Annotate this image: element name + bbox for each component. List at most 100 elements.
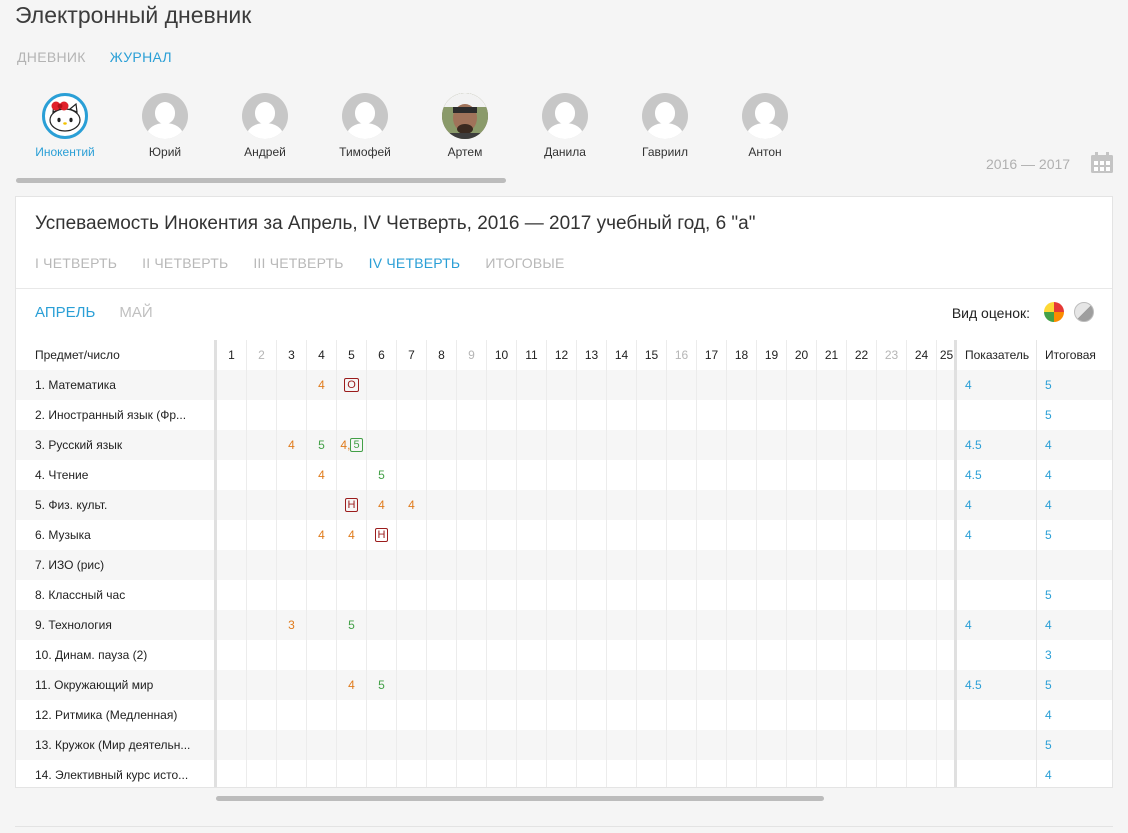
subject-name[interactable]: 6. Музыка [35,528,91,542]
grade-cell[interactable] [876,460,906,490]
grade-cell[interactable] [696,610,726,640]
grade-cell[interactable] [516,520,546,550]
grade-cell[interactable] [576,610,606,640]
grade-cell[interactable] [396,700,426,730]
grade-cell[interactable] [216,670,246,700]
grade-cell[interactable] [576,520,606,550]
grade-cell[interactable] [396,640,426,670]
grade-cell[interactable] [606,580,636,610]
day-header[interactable]: 11 [516,340,546,370]
grade-mark[interactable]: 5 [348,618,355,632]
grade-cell[interactable] [216,460,246,490]
grade-cell[interactable] [846,370,876,400]
grade-cell[interactable] [906,700,936,730]
day-header[interactable]: 21 [816,340,846,370]
day-header[interactable]: 23 [876,340,906,370]
grade-cell[interactable] [426,490,456,520]
grade-cell[interactable] [516,460,546,490]
grade-cell[interactable] [546,580,576,610]
grade-cell[interactable] [936,640,956,670]
grade-cell[interactable] [546,460,576,490]
grade-cell[interactable] [906,730,936,760]
grade-cell[interactable] [426,760,456,787]
grade-cell[interactable] [606,400,636,430]
grade-cell[interactable] [666,460,696,490]
grade-cell[interactable] [606,760,636,787]
grade-cell[interactable] [576,670,606,700]
grade-cell[interactable] [816,490,846,520]
grade-cell[interactable] [396,430,426,460]
grade-cell[interactable] [366,430,396,460]
grade-cell[interactable] [906,550,936,580]
grade-cell[interactable] [486,580,516,610]
grade-cell[interactable] [696,670,726,700]
grade-cell[interactable] [426,610,456,640]
grade-cell[interactable] [276,400,306,430]
final-grade-value[interactable]: 5 [1036,370,1112,400]
grade-cell[interactable] [906,670,936,700]
grade-cell[interactable] [516,490,546,520]
grade-cell[interactable] [606,430,636,460]
subject-name[interactable]: 7. ИЗО (рис) [35,558,105,572]
grade-cell[interactable] [726,730,756,760]
grade-cell[interactable] [666,580,696,610]
grade-cell[interactable]: 4 [336,520,366,550]
grade-mark-boxed[interactable]: 5 [350,438,363,452]
grade-cell[interactable] [696,370,726,400]
grade-cell[interactable] [576,490,606,520]
grade-cell[interactable] [756,520,786,550]
subject-name[interactable]: 5. Физ. культ. [35,498,108,512]
grade-cell[interactable] [636,580,666,610]
grade-cell[interactable] [816,640,846,670]
grade-cell[interactable] [726,400,756,430]
grade-cell[interactable] [846,550,876,580]
grade-cell[interactable] [816,700,846,730]
grade-cell[interactable] [216,370,246,400]
final-grade-value[interactable]: 3 [1036,640,1112,670]
grade-cell[interactable] [486,670,516,700]
grade-cell[interactable] [246,490,276,520]
grade-cell[interactable] [456,550,486,580]
grade-cell[interactable] [486,430,516,460]
day-header[interactable]: 4 [306,340,336,370]
grade-cell[interactable] [666,400,696,430]
grade-cell[interactable] [306,730,336,760]
final-grade-value[interactable]: 4 [1036,700,1112,730]
grade-cell[interactable] [486,700,516,730]
grade-cell[interactable] [846,610,876,640]
grade-mark[interactable]: 5 [318,438,325,452]
grade-cell[interactable] [516,610,546,640]
grade-mark[interactable]: 4 [408,498,415,512]
grade-cell[interactable] [936,730,956,760]
grade-cell[interactable] [906,580,936,610]
grade-cell[interactable] [846,490,876,520]
grade-cell[interactable] [906,400,936,430]
grade-cell[interactable] [876,610,906,640]
grade-cell[interactable] [486,550,516,580]
grade-mark[interactable]: 4 [378,498,385,512]
grade-cell[interactable] [576,460,606,490]
grade-cell[interactable]: 4 [306,370,336,400]
grade-cell[interactable] [576,370,606,400]
grade-cell[interactable] [666,700,696,730]
grade-cell[interactable] [456,580,486,610]
grade-cell[interactable] [636,700,666,730]
grade-cell[interactable] [546,370,576,400]
grade-cell[interactable] [426,580,456,610]
grade-cell[interactable] [516,760,546,787]
grade-cell[interactable] [276,670,306,700]
subject-name[interactable]: 10. Динам. пауза (2) [35,648,148,662]
day-header[interactable]: 19 [756,340,786,370]
grade-cell[interactable] [636,400,666,430]
grade-cell[interactable] [906,610,936,640]
day-header[interactable]: 25 [936,340,956,370]
tab-quarter-4[interactable]: IV ЧЕТВЕРТЬ [368,255,461,271]
grade-cell[interactable] [936,580,956,610]
grade-cell[interactable] [786,520,816,550]
grade-cell[interactable] [756,550,786,580]
grade-cell[interactable] [636,460,666,490]
grade-cell[interactable] [276,520,306,550]
grade-cell[interactable]: 4 [306,520,336,550]
grade-cell[interactable] [456,490,486,520]
subject-name[interactable]: 12. Ритмика (Медленная) [35,708,178,722]
